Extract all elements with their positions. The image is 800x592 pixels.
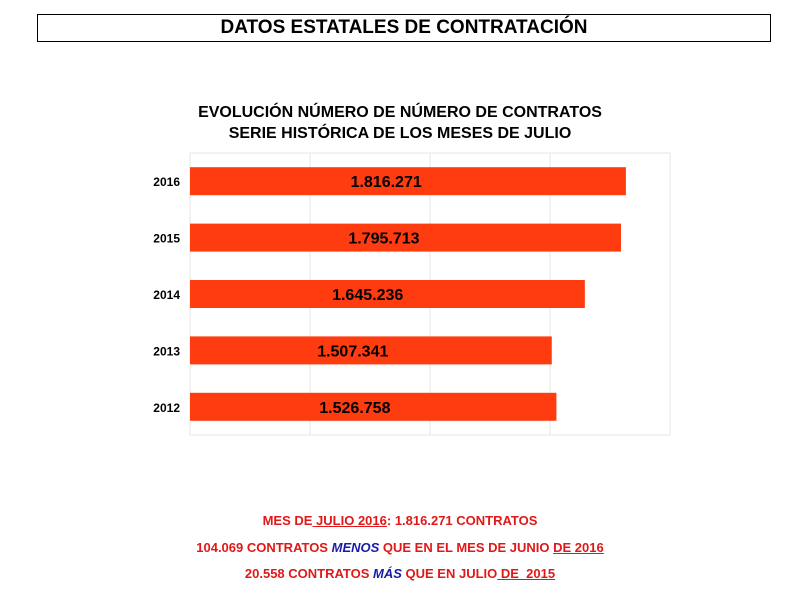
bar-value-label-2014: 1.645.236 bbox=[332, 287, 403, 304]
y-tick-label-2012: 2012 bbox=[153, 401, 180, 415]
summary-line-3-mas: MÁS bbox=[373, 566, 402, 581]
bar-2015 bbox=[190, 223, 621, 252]
bar-2012 bbox=[190, 392, 557, 421]
bar-value-label-2013: 1.507.341 bbox=[317, 343, 388, 360]
y-tick-label-2013: 2013 bbox=[153, 344, 180, 358]
summary-line-3-part-c: QUE EN JULIO bbox=[401, 566, 498, 581]
summary-line-2: 104.069 CONTRATOS MENOS QUE EN EL MES DE… bbox=[0, 540, 800, 555]
bar-2016 bbox=[190, 167, 626, 196]
page-title: DATOS ESTATALES DE CONTRATACIÓN bbox=[37, 14, 771, 42]
summary-line-3-year: DE 2015 bbox=[497, 566, 556, 581]
summary-line-2-part-a: 104.069 CONTRATOS bbox=[196, 540, 332, 555]
y-tick-label-2014: 2014 bbox=[153, 288, 180, 302]
bar-2013 bbox=[190, 336, 552, 365]
chart-subtitle: SERIE HISTÓRICA DE LOS MESES DE JULIO bbox=[228, 125, 572, 142]
summary-line-1-part-c: : 1.816.271 CONTRATOS bbox=[386, 513, 538, 528]
summary-line-3: 20.558 CONTRATOS MÁS QUE EN JULIO DE 201… bbox=[0, 566, 800, 581]
bar-value-label-2016: 1.816.271 bbox=[351, 174, 422, 191]
summary-line-2-part-c: QUE EN EL MES DE JUNIO bbox=[379, 540, 554, 555]
bar-value-label-2012: 1.526.758 bbox=[319, 400, 390, 417]
summary-line-3-part-a: 20.558 CONTRATOS bbox=[244, 566, 374, 581]
summary-line-2-year: DE 2016 bbox=[553, 540, 604, 555]
chart-title: EVOLUCIÓN NÚMERO DE NÚMERO DE CONTRATOS bbox=[198, 104, 602, 121]
summary-line-2-menos: MENOS bbox=[331, 540, 380, 555]
summary-line-1-month: JULIO 2016 bbox=[312, 513, 387, 528]
bar-2014 bbox=[190, 280, 585, 308]
y-tick-label-2016: 2016 bbox=[153, 175, 180, 189]
summary-line-1: MES DE JULIO 2016: 1.816.271 CONTRATOS bbox=[0, 513, 800, 528]
summary-line-1-part-a: MES DE bbox=[262, 513, 313, 528]
y-tick-label-2015: 2015 bbox=[153, 232, 180, 246]
bar-value-label-2015: 1.795.713 bbox=[348, 231, 419, 248]
